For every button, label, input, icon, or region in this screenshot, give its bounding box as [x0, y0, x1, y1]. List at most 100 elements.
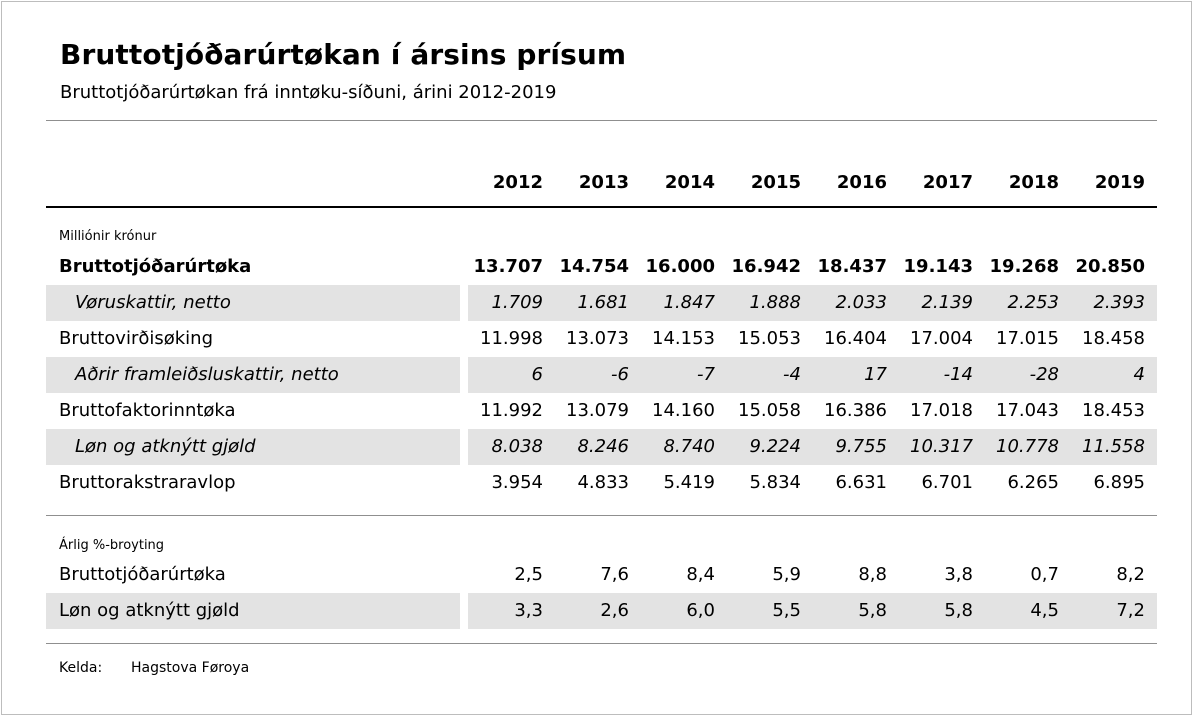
table-cell: 5,9 — [772, 564, 801, 585]
table-cell: 8.740 — [663, 436, 715, 457]
table-cell: 17.043 — [996, 400, 1059, 421]
table-row: Bruttotjóðarúrtøka 2,5 7,6 8,4 5,9 8,8 3,8 0,7 8… — [46, 557, 1157, 593]
table-cell: 19.143 — [903, 256, 973, 277]
table-cell: 13.073 — [566, 328, 629, 349]
page-subtitle: Bruttotjóðarúrtøkan frá inntøku-síðuni, … — [60, 82, 557, 103]
table-cell: 7,2 — [1116, 600, 1145, 621]
section-label-percent: Árlig %-broyting — [59, 538, 165, 553]
table-cell: 5.834 — [749, 472, 801, 493]
table-cell: 6,0 — [686, 600, 715, 621]
year-header-cell: 2017 — [922, 172, 973, 193]
row-label-background — [46, 429, 460, 465]
table-cell: 17.004 — [910, 328, 973, 349]
row-values-background — [468, 285, 1157, 321]
table-cell: 1.681 — [577, 292, 629, 313]
row-label: Bruttotjóðarúrtøka — [59, 564, 226, 585]
table-cell: 13.707 — [473, 256, 543, 277]
year-header-cell: 2016 — [836, 172, 887, 193]
table-cell: 5,8 — [858, 600, 887, 621]
table-cell: 20.850 — [1075, 256, 1145, 277]
table-cell: 3,3 — [514, 600, 543, 621]
table-row: Løn og atknýtt gjøld 3,3 2,6 6,0 5,5 5,8 5,8 4,… — [46, 593, 1157, 629]
table-row: Aðrir framleiðsluskattir, netto 6 -6 -7 -4 17… — [46, 357, 1157, 393]
table-cell: 8.038 — [491, 436, 543, 457]
table-cell: 6.265 — [1007, 472, 1059, 493]
year-header-cell: 2012 — [492, 172, 543, 193]
year-header-cell: 2019 — [1094, 172, 1145, 193]
row-label: Løn og atknýtt gjøld — [59, 600, 240, 621]
table-cell: 18.453 — [1082, 400, 1145, 421]
year-header-cell: 2015 — [750, 172, 801, 193]
source-key: Kelda: — [59, 660, 103, 676]
table-cell: 15.053 — [738, 328, 801, 349]
table-row: Løn og atknýtt gjøld 8.038 8.246 8.740 9.224… — [46, 429, 1157, 465]
year-header-cell: 2014 — [664, 172, 715, 193]
row-values-background — [468, 593, 1157, 629]
page-title: Bruttotjóðarúrtøkan í ársins prísum — [60, 38, 627, 71]
table-cell: -7 — [697, 364, 715, 385]
table-cell: 14.160 — [652, 400, 715, 421]
row-label: Løn og atknýtt gjøld — [75, 436, 256, 457]
row-label: Bruttovirðisøking — [59, 328, 214, 349]
row-label-background — [46, 285, 460, 321]
table-cell: 4 — [1133, 364, 1145, 385]
row-values-background — [468, 429, 1157, 465]
row-label: Vøruskattir, netto — [75, 292, 231, 313]
table-cell: 0,7 — [1030, 564, 1059, 585]
table-cell: 16.404 — [824, 328, 887, 349]
divider — [46, 643, 1157, 644]
table-cell: 6.895 — [1093, 472, 1145, 493]
table-cell: 2,6 — [600, 600, 629, 621]
row-label: Bruttotjóðarúrtøka — [59, 256, 252, 277]
table-cell: 8.246 — [577, 436, 629, 457]
table-cell: 6.631 — [835, 472, 887, 493]
table-cell: 2.139 — [921, 292, 973, 313]
table-cell: 1.709 — [491, 292, 543, 313]
table-cell: 16.386 — [824, 400, 887, 421]
table-cell: 4.833 — [577, 472, 629, 493]
divider — [46, 120, 1157, 121]
table-cell: 2.393 — [1093, 292, 1145, 313]
table-cell: 11.998 — [480, 328, 543, 349]
table-cell: 6 — [531, 364, 543, 385]
year-header-row: 2012 2013 2014 2015 2016 2017 2018 2019 — [46, 172, 1157, 200]
table-cell: 10.317 — [910, 436, 973, 457]
table-cell: 5,5 — [772, 600, 801, 621]
table-cell: 11.558 — [1082, 436, 1145, 457]
table-row: Bruttofaktorinntøka 11.992 13.079 14.160 15.… — [46, 393, 1157, 429]
table-cell: 17 — [864, 364, 887, 385]
divider — [46, 515, 1157, 516]
table-cell: 18.437 — [817, 256, 887, 277]
table-cell: 2.253 — [1007, 292, 1059, 313]
table-cell: 16.942 — [731, 256, 801, 277]
table-cell: 14.754 — [559, 256, 629, 277]
table-row: Bruttorakstraravlop 3.954 4.833 5.419 5.834 6… — [46, 465, 1157, 501]
source-value: Hagstova Føroya — [131, 660, 250, 676]
table-cell: 18.458 — [1082, 328, 1145, 349]
table-cell: 11.992 — [480, 400, 543, 421]
table-cell: 2.033 — [835, 292, 887, 313]
table-cell: 16.000 — [645, 256, 715, 277]
table-cell: 9.755 — [835, 436, 887, 457]
row-label: Bruttorakstraravlop — [59, 472, 236, 493]
table-cell: 3.954 — [491, 472, 543, 493]
table-cell: 14.153 — [652, 328, 715, 349]
table-cell: 15.058 — [738, 400, 801, 421]
row-label: Bruttofaktorinntøka — [59, 400, 236, 421]
table-cell: 1.847 — [663, 292, 715, 313]
table-cell: 6.701 — [921, 472, 973, 493]
table-cell: -4 — [783, 364, 801, 385]
table-cell: 3,8 — [944, 564, 973, 585]
table-cell: -28 — [1029, 364, 1059, 385]
table-cell: 8,8 — [858, 564, 887, 585]
table-cell: 9.224 — [749, 436, 801, 457]
header-divider — [46, 206, 1157, 208]
table-cell: -14 — [943, 364, 973, 385]
table-cell: 4,5 — [1030, 600, 1059, 621]
row-label-background — [46, 357, 460, 393]
section-label-millions: Milliónir krónur — [59, 229, 157, 244]
table-row: Bruttotjóðarúrtøka 13.707 14.754 16.000 16.9… — [46, 249, 1157, 285]
table-cell: 1.888 — [749, 292, 801, 313]
table-row: Vøruskattir, netto 1.709 1.681 1.847 1.888 2.… — [46, 285, 1157, 321]
